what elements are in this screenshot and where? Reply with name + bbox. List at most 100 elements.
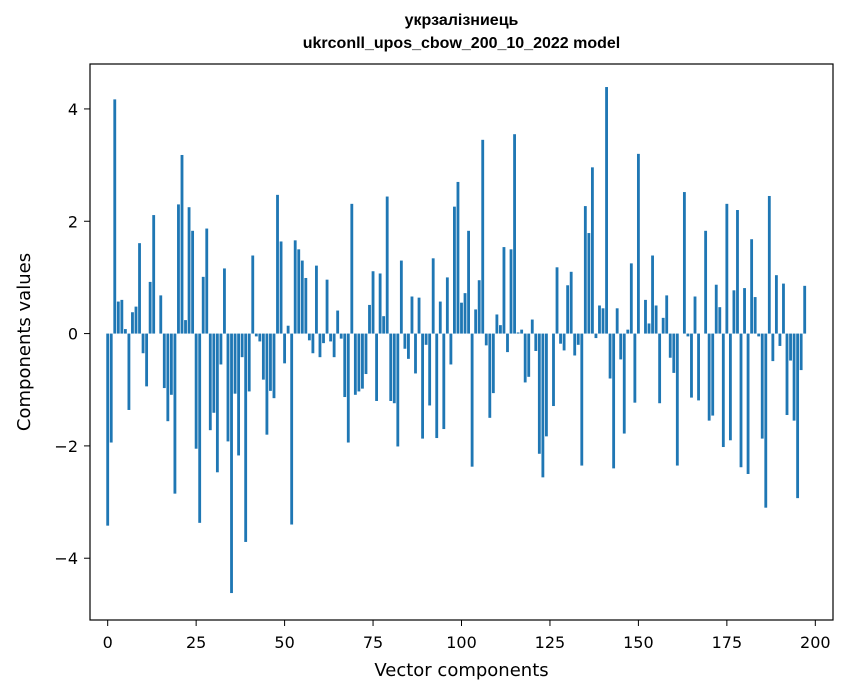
x-axis: 0 25 50 75 100 125 150 175 200	[103, 620, 831, 652]
bar-183	[753, 297, 757, 334]
bar-6	[127, 333, 131, 410]
bar-184	[757, 333, 761, 337]
bar-41	[251, 255, 255, 334]
bar-51	[286, 325, 290, 334]
bar-22	[184, 320, 187, 334]
bar-152	[644, 299, 647, 334]
bar-164	[686, 333, 690, 337]
bar-77	[378, 273, 382, 334]
bar-135	[583, 206, 587, 334]
bar-57	[307, 333, 311, 341]
bar-94	[438, 301, 442, 334]
bar-107	[484, 333, 488, 346]
bar-7	[131, 312, 134, 334]
bar-172	[714, 284, 718, 334]
bar-143	[612, 333, 616, 469]
bar-178	[736, 210, 739, 334]
x-tick-label: 150	[623, 633, 654, 652]
bar-25	[194, 333, 198, 449]
bar-119	[527, 333, 531, 377]
bar-195	[796, 333, 800, 499]
x-tick-label: 0	[103, 633, 113, 652]
bar-173	[718, 307, 722, 334]
bar-79	[385, 196, 389, 334]
bar-189	[774, 275, 778, 334]
bar-124	[545, 333, 548, 437]
bar-134	[580, 333, 584, 466]
bar-70	[353, 333, 357, 395]
bar-130	[566, 285, 570, 334]
bar-47	[272, 333, 276, 399]
bar-85	[407, 333, 410, 359]
bar-93	[435, 333, 439, 439]
bar-113	[506, 333, 509, 353]
bar-62	[325, 279, 329, 334]
bar-148	[629, 263, 633, 334]
x-axis-label: Vector components	[374, 660, 548, 681]
bar-140	[601, 308, 605, 334]
x-tick-label: 200	[800, 633, 831, 652]
bar-63	[329, 333, 333, 342]
bar-68	[346, 333, 350, 443]
bar-2	[113, 99, 117, 334]
bar-71	[357, 333, 361, 392]
bar-114	[509, 249, 513, 334]
y-tick-label: −4	[54, 549, 78, 568]
bar-91	[428, 333, 432, 406]
bar-45	[265, 333, 269, 435]
y-tick-label: 2	[68, 212, 78, 231]
bar-76	[375, 333, 378, 401]
bar-21	[180, 154, 184, 334]
bar-102	[467, 230, 470, 334]
bar-56	[304, 277, 308, 334]
bar-26	[198, 333, 202, 523]
bar-171	[711, 333, 715, 416]
bar-38	[240, 333, 244, 358]
bar-61	[322, 333, 325, 344]
bar-84	[403, 333, 407, 349]
bar-29	[208, 333, 212, 431]
bar-53	[293, 240, 297, 334]
bar-11	[145, 333, 149, 387]
bar-165	[690, 333, 693, 398]
bar-120	[530, 319, 534, 334]
bar-141	[605, 87, 608, 334]
bar-59	[315, 265, 318, 334]
bar-139	[598, 305, 601, 334]
bar-90	[424, 333, 428, 345]
y-axis-label: Components values	[14, 253, 35, 431]
bar-105	[477, 280, 481, 334]
bar-123	[541, 333, 545, 478]
bar-52	[290, 333, 294, 525]
chart-title: укрзалізниець	[404, 12, 519, 29]
bar-149	[633, 333, 637, 403]
bar-179	[739, 333, 743, 468]
bar-147	[626, 329, 630, 334]
bar-145	[619, 333, 623, 360]
bar-92	[431, 258, 435, 334]
bar-44	[261, 333, 265, 380]
y-tick-label: −2	[54, 437, 78, 456]
plot-frame	[89, 63, 834, 621]
bar-17	[166, 333, 170, 422]
bar-24	[191, 230, 195, 334]
bar-4	[120, 299, 124, 334]
bar-192	[785, 333, 789, 416]
bar-65	[336, 310, 340, 334]
bar-187	[767, 195, 771, 334]
bar-32	[219, 333, 223, 365]
bar-18	[169, 333, 173, 395]
bar-88	[417, 297, 421, 334]
bar-138	[594, 333, 598, 339]
bar-158	[665, 295, 669, 334]
bar-82	[396, 333, 400, 447]
bar-60	[318, 333, 322, 358]
bar-174	[721, 333, 725, 448]
bar-35	[230, 333, 233, 594]
bar-86	[410, 296, 414, 334]
bar-89	[421, 333, 424, 439]
bar-37	[237, 333, 241, 456]
bar-188	[771, 333, 775, 362]
bar-122	[537, 333, 541, 454]
bars-group	[106, 87, 807, 594]
